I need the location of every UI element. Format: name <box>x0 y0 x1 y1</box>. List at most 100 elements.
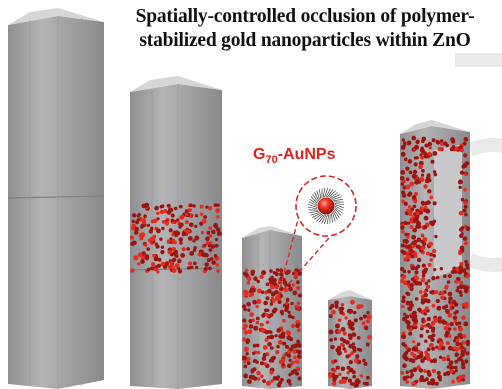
nanoparticle-dot <box>407 306 413 312</box>
nanoparticle-dot <box>418 210 423 215</box>
nanoparticle-dot <box>176 218 180 222</box>
nanoparticle-dot <box>188 261 192 266</box>
nanoparticle-dot <box>402 185 407 190</box>
nanoparticle-dot <box>288 373 292 377</box>
nanoparticle-dot <box>143 214 147 218</box>
nanoparticle-dot <box>435 275 440 280</box>
nanoparticle-dot <box>455 322 459 326</box>
nanoparticle-dot <box>464 259 468 264</box>
nanoparticle-dot <box>133 255 139 261</box>
nanoparticle-dot <box>252 344 257 348</box>
nanoparticle-dot <box>208 234 213 239</box>
nanoparticle-dot <box>186 266 191 270</box>
nanoparticle-dot <box>458 210 464 216</box>
nanoparticle-dot <box>420 233 424 237</box>
nanoparticle-dot <box>241 355 247 361</box>
nanoparticle-dot <box>419 333 424 338</box>
nanoparticle-dot <box>332 368 337 373</box>
nanoparticle-dot <box>266 330 271 334</box>
nanoparticle-dot <box>333 337 338 341</box>
nanoparticle-dot <box>447 345 453 351</box>
nanoparticle-dot <box>271 309 277 314</box>
nanoparticle-dot <box>286 335 292 341</box>
nanoparticle-dot <box>416 349 421 354</box>
nanoparticle-dot <box>214 237 218 242</box>
nanoparticle-dot <box>350 299 355 305</box>
nanoparticle-dot <box>186 247 190 251</box>
nanoparticle-dot <box>247 329 253 334</box>
nanoparticle-dot <box>433 317 439 323</box>
nanoparticle-dot <box>412 169 418 175</box>
nanoparticle-dot <box>141 251 146 256</box>
nanoparticle-dot <box>200 230 205 235</box>
nanoparticle-dot <box>279 272 284 277</box>
nanoparticle-dot <box>415 156 419 160</box>
nanoparticle-dot <box>407 348 411 352</box>
nanoparticle-dot <box>265 296 270 301</box>
nanoparticle-dot <box>453 327 457 331</box>
nanoparticle-dot <box>294 268 299 273</box>
nanoparticle-dot <box>241 304 247 309</box>
nanoparticle-dot <box>422 241 427 246</box>
nanoparticle-dot <box>146 223 150 227</box>
nanoparticle-dot <box>255 316 260 321</box>
nanoparticle-dot <box>173 230 177 235</box>
nanoparticle-dot <box>160 250 165 255</box>
nanoparticle-dot <box>282 341 287 346</box>
nanoparticle-dot <box>256 370 261 376</box>
nanoparticle-dot <box>172 251 176 256</box>
nanoparticle-dot <box>423 267 428 272</box>
nanoparticle-dot <box>243 293 249 299</box>
nanoparticle-dot <box>272 282 277 286</box>
nanoparticle-dot <box>399 176 405 181</box>
nanoparticle-dot <box>269 269 273 273</box>
nanoparticle-dot <box>356 336 361 340</box>
nanoparticle-dot <box>264 337 269 342</box>
nanoparticle-dot <box>401 199 405 204</box>
nanoparticle-dot <box>459 293 463 297</box>
nanoparticle-dot <box>294 304 299 309</box>
nanoparticle-dot <box>411 214 416 218</box>
nanoparticle-dot <box>262 353 267 357</box>
nanoparticle-dot <box>156 228 161 234</box>
nanoparticle-dot <box>432 254 437 258</box>
nanoparticle-dot <box>156 217 160 221</box>
nanoparticle-dot <box>446 354 450 359</box>
nanoparticle-dot <box>407 270 411 274</box>
zno-rod-stub <box>327 290 372 389</box>
nanoparticle-dot <box>264 308 268 313</box>
nanoparticle-dot <box>437 346 442 351</box>
nanoparticle-dot <box>290 323 296 329</box>
nanoparticle-dot <box>458 185 462 189</box>
nanoparticle-dot <box>265 313 269 317</box>
nanoparticle-dot <box>296 301 301 305</box>
nanoparticle-dot <box>425 208 431 214</box>
nanoparticle-dot <box>406 324 412 330</box>
nanoparticle-dot <box>181 247 186 252</box>
nanoparticle-dot <box>448 334 452 338</box>
nanoparticle-dot <box>184 213 189 217</box>
nanoparticle-dot <box>340 342 344 347</box>
nanoparticle-dot <box>211 260 216 265</box>
nanoparticle-dot <box>260 374 264 379</box>
nanoparticle-dot <box>296 339 301 344</box>
nanoparticle-dot <box>242 326 247 331</box>
nanoparticle-dot <box>352 310 357 315</box>
nanoparticle-dot <box>131 219 135 224</box>
nanoparticle-dot <box>440 139 444 143</box>
nanoparticle-dot <box>242 359 247 364</box>
nanoparticle-dot <box>464 304 469 309</box>
nanoparticle-dot <box>285 344 289 349</box>
nanoparticle-dot <box>427 141 433 147</box>
nanoparticle-dot <box>430 221 435 227</box>
nanoparticle-dot <box>458 326 464 332</box>
nanoparticle-dot <box>409 375 413 379</box>
nanoparticle-dot <box>419 177 425 182</box>
nanoparticle-dot <box>411 234 417 240</box>
nanoparticle-dot <box>256 279 260 284</box>
nanoparticle-dot <box>335 347 341 353</box>
nanoparticle-dot <box>243 373 249 379</box>
nanoparticle-dot <box>400 243 405 248</box>
nanoparticle-dot <box>406 375 410 379</box>
nanoparticle-dot <box>177 269 183 274</box>
